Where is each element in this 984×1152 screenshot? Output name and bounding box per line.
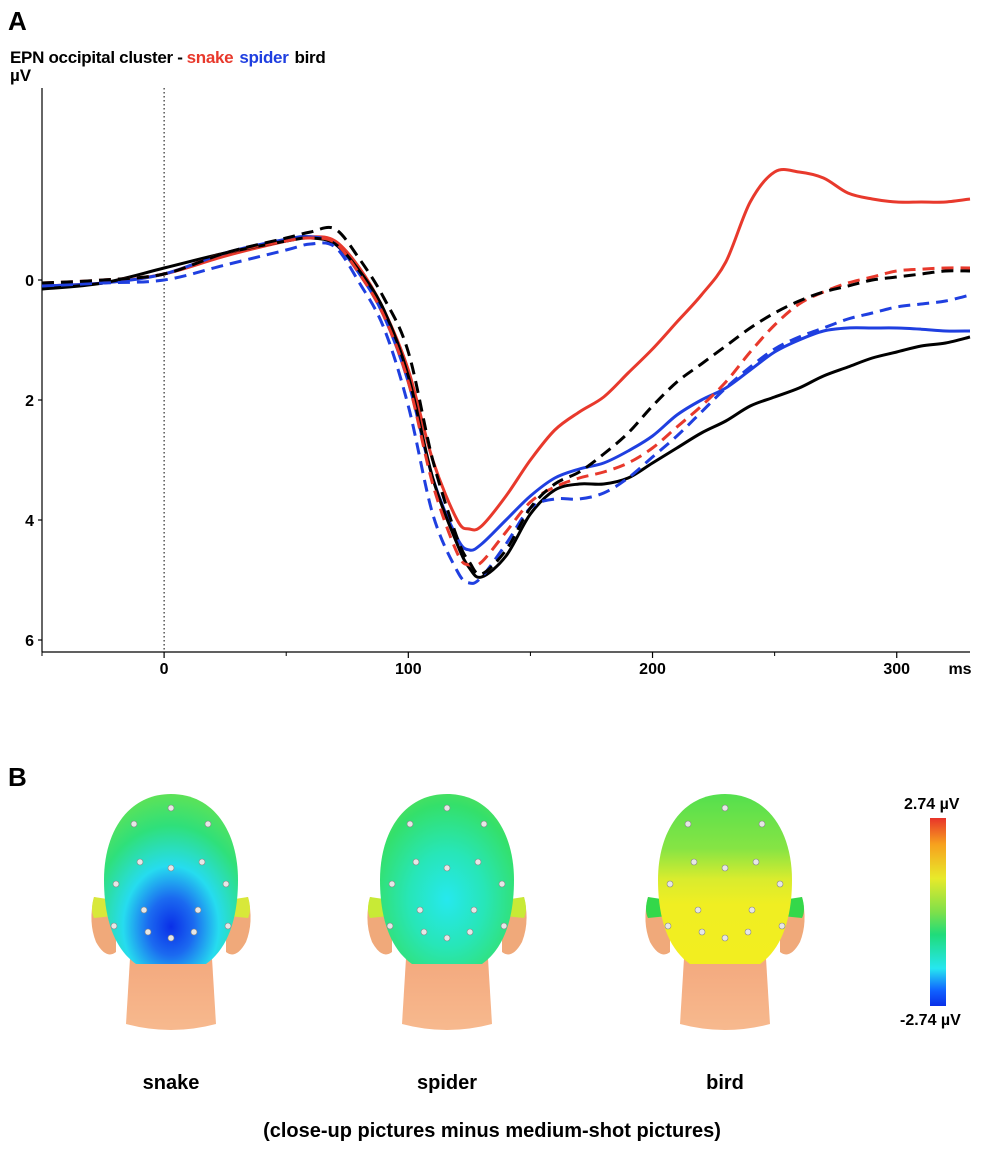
chart-title: EPN occipital cluster - snake spider bird [10,48,326,68]
panel-a-label: A [8,6,27,36]
chart-lines [41,168,971,585]
x-tick-label: 0 [160,661,169,678]
topomap-bird [640,792,810,1054]
y-tick-label: 2 [25,393,34,410]
erp-chart: 0 2 4 6 0 100 200 300 ms [25,88,972,678]
legend-snake: snake [186,48,234,67]
x-tick-label: 100 [395,661,422,678]
series-line-snake-dashed [41,236,971,568]
series-line-spider-solid [41,234,971,552]
y-tick-label: 6 [25,633,34,650]
y-axis-label: µV [10,66,32,85]
x-unit-label: ms [948,661,971,678]
legend-bird: bird [294,48,326,67]
colorbar-min-label: -2.74 µV [900,1012,961,1029]
chart-axes: 0 2 4 6 0 100 200 300 ms [25,88,972,678]
series-line-bird-dashed [41,225,971,576]
colorbar [930,818,946,1006]
x-tick-label: 200 [639,661,666,678]
topomap-spider [362,792,532,1054]
topomap-label-snake: snake [142,1072,200,1094]
topomap-label-spider: spider [416,1072,478,1094]
legend-spider: spider [239,48,289,67]
series-line-snake-solid [41,168,971,532]
topomap-snake [86,792,256,1054]
x-tick-label: 300 [883,661,910,678]
panel-b-label: B [8,762,27,792]
series-line-spider-dashed [41,241,971,585]
y-tick-label: 4 [25,513,34,530]
y-tick-label: 0 [25,273,34,290]
chart-title-prefix: EPN occipital cluster - [10,48,183,67]
colorbar-max-label: 2.74 µV [904,796,960,813]
figure-caption: (close-up pictures minus medium-shot pic… [263,1120,721,1142]
topomap-label-bird: bird [706,1072,744,1094]
